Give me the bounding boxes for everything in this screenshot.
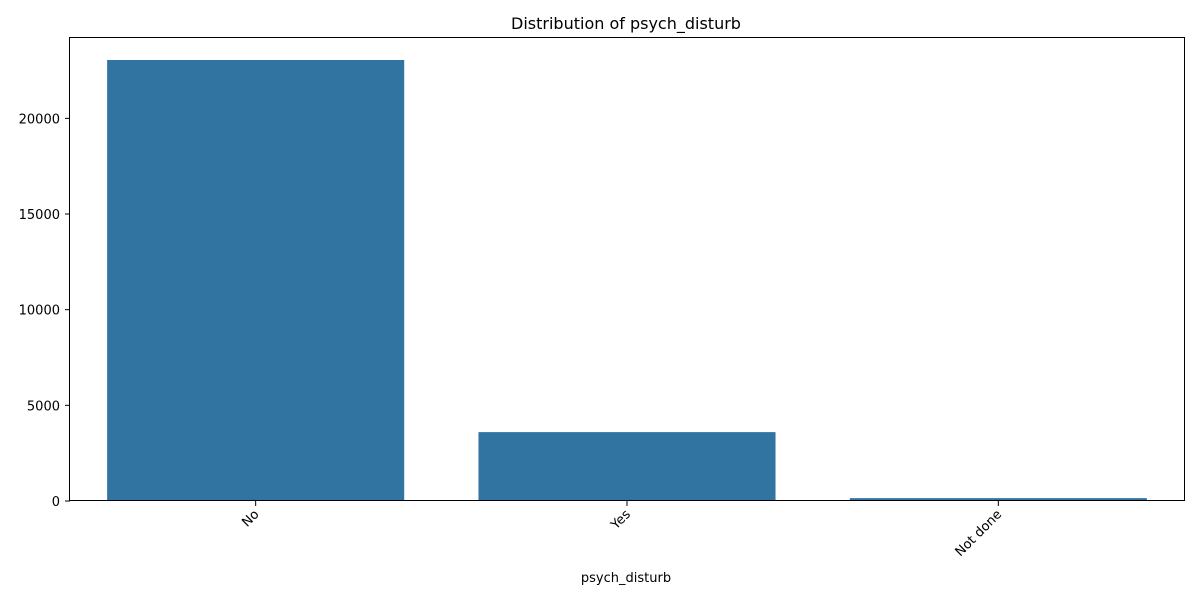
- x-axis-label: psych_disturb: [581, 571, 671, 586]
- y-tick-label: 10000: [19, 304, 60, 319]
- y-tick-label: 5000: [27, 399, 60, 414]
- y-tick-label: 0: [52, 495, 60, 510]
- bar-yes: [478, 432, 776, 501]
- x-tick-label: Yes: [608, 507, 634, 533]
- x-tick-label: No: [239, 507, 262, 530]
- x-axis: No Yes Not done: [239, 501, 1005, 560]
- chart-title: Distribution of psych_disturb: [511, 14, 741, 34]
- x-tick-label: Not done: [953, 507, 1006, 560]
- plot-frame: [69, 37, 1185, 501]
- y-tick-label: 20000: [19, 112, 60, 127]
- bars-group: [107, 60, 1147, 501]
- y-axis: 0 5000 10000 15000 20000: [19, 112, 70, 510]
- bar-no: [107, 60, 405, 501]
- y-tick-label: 15000: [19, 208, 60, 223]
- bar-not-done: [849, 498, 1147, 501]
